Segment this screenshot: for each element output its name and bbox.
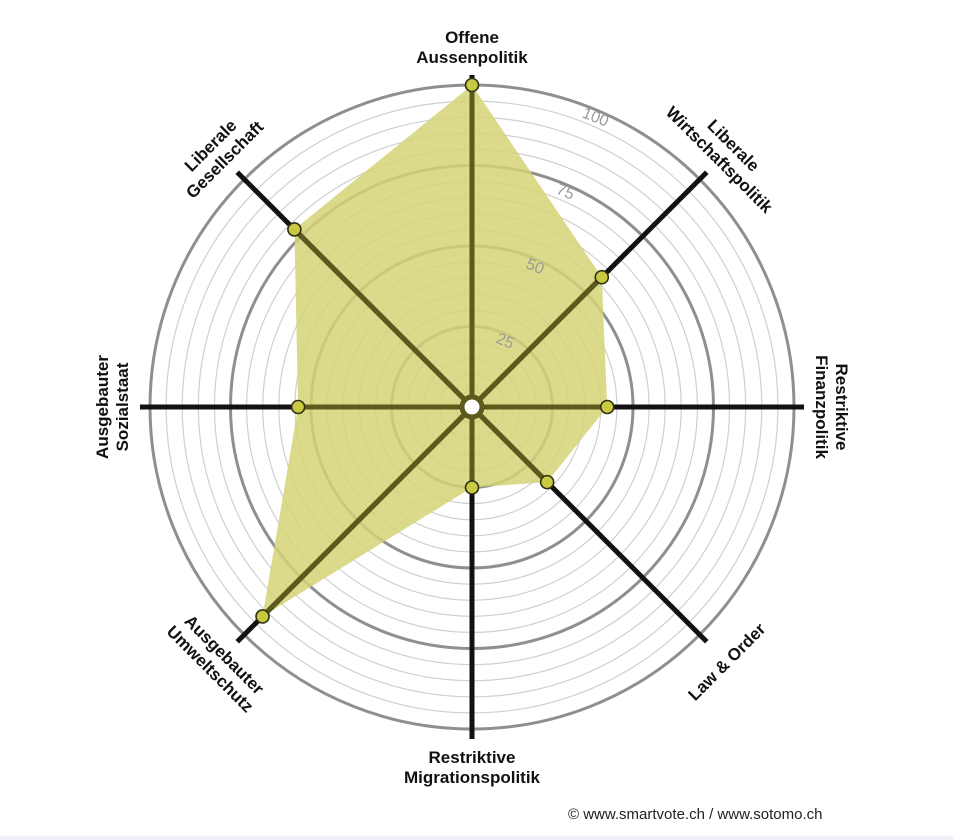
value-marker [539,474,555,490]
value-marker [287,222,302,237]
ring-tick-label: 100 [580,105,611,131]
value-markers [255,77,615,624]
axis-label: Ausgebauter [93,355,112,459]
axis-line-inner-1 [470,275,604,409]
ring-tick-labels: 25 50 75 100 [493,105,611,353]
bottom-bar [0,836,953,840]
axis-line-inner-7 [292,227,474,409]
axis-label: Sozialstaat [113,362,132,451]
axis-line-inner-5 [260,405,474,619]
chart-axes [140,75,804,739]
axis-label: Offene [445,28,499,47]
ring-tick-label: 75 [554,181,577,203]
copyright-credit: © www.smartvote.ch / www.sotomo.ch [568,806,823,823]
value-marker [594,269,610,285]
center-hub [459,394,485,420]
profile-area [262,85,608,617]
axis-label: Aussenpolitik [416,48,528,67]
value-marker [290,399,306,415]
axis-label: Finanzpolitik [812,355,831,459]
ring-tick-label: 25 [493,330,516,352]
ring-tick-label: 50 [524,256,547,278]
value-marker [599,399,615,415]
axis-label: Restriktive [429,748,516,767]
axis-label: Migrationspolitik [404,768,541,787]
axis-label: Restriktive [832,364,851,451]
axis-label-group: Ausgebauter Sozialstaat [93,355,132,459]
value-marker [464,480,480,495]
profile-polygon [262,85,608,617]
axis-line-inner-3 [470,405,549,484]
value-marker [255,609,270,624]
value-marker [464,77,480,93]
